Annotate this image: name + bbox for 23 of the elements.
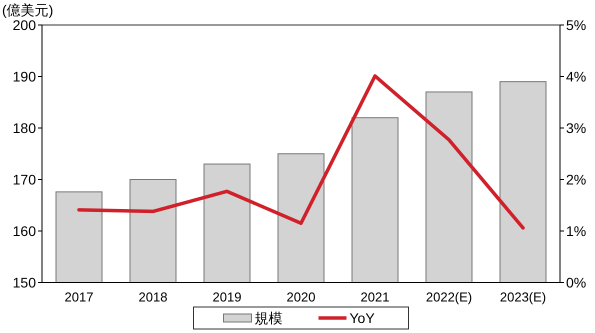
x-tick-label: 2022(E) [426,290,472,304]
y2-tick-label: 2% [566,172,586,188]
y2-tick-label: 4% [566,68,586,84]
y2-tick-label: 5% [566,17,586,33]
x-tick-label: 2018 [138,290,168,304]
x-tick-label: 2021 [360,290,390,304]
y-tick-label: 190 [12,68,36,84]
y-tick-label: 160 [12,223,36,239]
x-tick-label: 2023(E) [500,290,546,304]
legend-label: YoY [350,310,376,326]
x-tick-label: 2020 [286,290,316,304]
y2-tick-label: 0% [566,274,586,290]
y-tick-label: 200 [12,17,36,33]
x-tick-label: 2019 [212,290,242,304]
line-series [77,74,525,230]
y-tick-label: 170 [12,172,36,188]
y2-tick-label: 3% [566,120,586,136]
y-tick-label: 180 [12,120,36,136]
y-axis-title: (億美元) [2,2,54,18]
x-tick-label: 2017 [64,290,94,304]
y2-tick-label: 1% [566,223,586,239]
y-tick-label: 150 [12,274,36,290]
legend-label: 規模 [254,310,282,326]
